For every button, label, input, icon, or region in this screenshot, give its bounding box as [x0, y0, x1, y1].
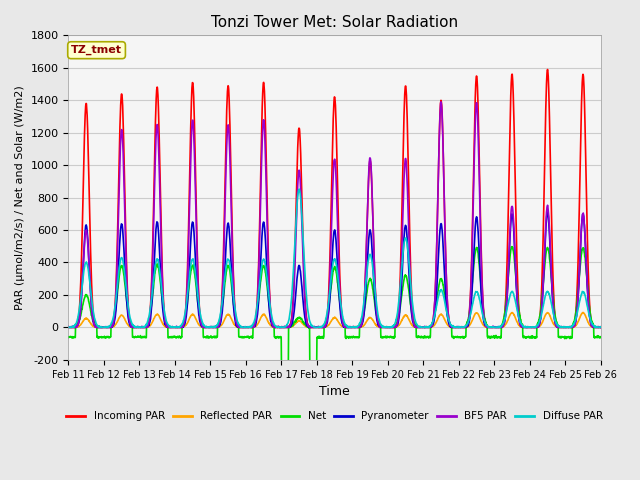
Reflected PAR — [213, 324, 221, 330]
BF5 PAR — [490, 324, 497, 330]
Pyranometer — [597, 324, 605, 330]
Line: BF5 PAR: BF5 PAR — [68, 102, 601, 327]
Reflected PAR — [65, 324, 72, 330]
Net — [213, 334, 221, 340]
Pyranometer — [565, 324, 573, 330]
Diffuse PAR — [65, 324, 72, 330]
Line: Diffuse PAR: Diffuse PAR — [68, 189, 601, 327]
Line: Net: Net — [68, 247, 601, 364]
Net — [597, 335, 605, 340]
Incoming PAR — [65, 324, 72, 330]
BF5 PAR — [65, 324, 72, 329]
Reflected PAR — [362, 321, 369, 326]
Diffuse PAR — [565, 324, 573, 330]
Pyranometer — [489, 324, 497, 330]
Diffuse PAR — [362, 280, 370, 286]
Diffuse PAR — [350, 324, 358, 330]
Diffuse PAR — [295, 186, 303, 192]
BF5 PAR — [597, 324, 605, 330]
Legend: Incoming PAR, Reflected PAR, Net, Pyranometer, BF5 PAR, Diffuse PAR: Incoming PAR, Reflected PAR, Net, Pyrano… — [62, 407, 607, 426]
Title: Tonzi Tower Met: Solar Radiation: Tonzi Tower Met: Solar Radiation — [211, 15, 458, 30]
BF5 PAR — [565, 324, 573, 330]
X-axis label: Time: Time — [319, 385, 350, 398]
BF5 PAR — [362, 270, 369, 276]
Text: TZ_tmet: TZ_tmet — [71, 45, 122, 55]
Reflected PAR — [579, 310, 587, 315]
Diffuse PAR — [597, 324, 605, 330]
Net — [550, 305, 558, 311]
Incoming PAR — [543, 67, 551, 72]
Incoming PAR — [65, 324, 72, 330]
Incoming PAR — [565, 324, 573, 330]
Line: Pyranometer: Pyranometer — [68, 212, 601, 327]
BF5 PAR — [65, 324, 73, 330]
BF5 PAR — [213, 324, 221, 330]
Incoming PAR — [362, 271, 369, 276]
Pyranometer — [350, 324, 358, 330]
Diffuse PAR — [550, 314, 558, 320]
Net — [565, 335, 573, 340]
Pyranometer — [362, 297, 369, 303]
Pyranometer — [543, 209, 551, 215]
BF5 PAR — [550, 314, 558, 320]
Line: Reflected PAR: Reflected PAR — [68, 312, 601, 327]
Incoming PAR — [490, 324, 497, 330]
Diffuse PAR — [213, 322, 221, 328]
Net — [362, 300, 369, 306]
Pyranometer — [213, 324, 221, 330]
Pyranometer — [65, 324, 72, 330]
Line: Incoming PAR: Incoming PAR — [68, 70, 601, 327]
Incoming PAR — [550, 301, 558, 307]
Pyranometer — [550, 312, 557, 318]
Net — [350, 334, 358, 340]
Reflected PAR — [350, 324, 358, 330]
Reflected PAR — [597, 324, 605, 330]
Incoming PAR — [350, 324, 358, 330]
Y-axis label: PAR (μmol/m2/s) / Net and Solar (W/m2): PAR (μmol/m2/s) / Net and Solar (W/m2) — [15, 85, 25, 310]
Net — [65, 335, 72, 340]
Net — [490, 334, 497, 339]
Reflected PAR — [564, 324, 572, 330]
Net — [312, 361, 319, 367]
Incoming PAR — [597, 324, 605, 330]
Diffuse PAR — [490, 324, 497, 330]
Diffuse PAR — [65, 324, 72, 330]
Reflected PAR — [489, 324, 497, 330]
Incoming PAR — [213, 324, 221, 329]
Net — [508, 244, 516, 250]
BF5 PAR — [350, 324, 358, 330]
BF5 PAR — [437, 99, 445, 105]
Reflected PAR — [550, 321, 557, 327]
